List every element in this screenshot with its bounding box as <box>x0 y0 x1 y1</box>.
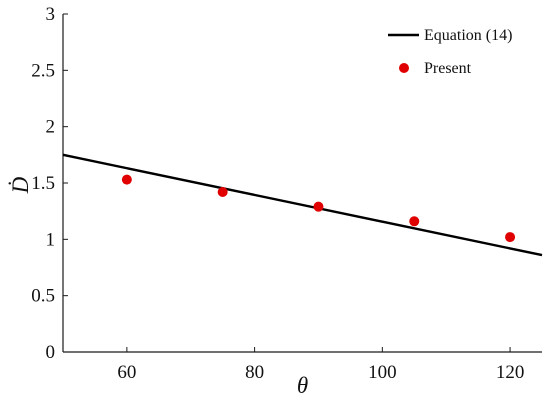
legend-swatch-marker <box>399 63 409 73</box>
series-point-present <box>217 187 228 198</box>
x-axis-label: θ <box>297 373 308 398</box>
y-tick-label: 1.5 <box>31 173 55 194</box>
series-point-present <box>313 201 324 212</box>
y-axis-label: Ḋ <box>8 176 33 194</box>
x-tick-label: 100 <box>368 362 397 383</box>
series-point-present <box>409 216 420 227</box>
y-tick-label: 2 <box>46 117 56 138</box>
x-tick-label: 80 <box>245 362 264 383</box>
x-tick-label: 120 <box>496 362 525 383</box>
y-tick-label: 1 <box>46 229 56 250</box>
y-tick-label: 0 <box>46 342 56 363</box>
y-tick-label: 2.5 <box>31 60 55 81</box>
y-tick-label: 0.5 <box>31 286 55 307</box>
series-point-present <box>121 174 132 185</box>
tick-labels: 60 80 100 120 0 0.5 1 1.5 2 2.5 3 <box>31 4 524 383</box>
y-tick-label: 3 <box>46 4 56 25</box>
series-point-present <box>505 232 516 243</box>
plot-area <box>62 153 543 257</box>
legend: Equation (14) Present <box>388 27 512 77</box>
y-axis-label-group: Ḋ <box>8 176 33 194</box>
ticks <box>63 13 511 353</box>
x-tick-label: 60 <box>117 362 136 383</box>
legend-label-equation: Equation (14) <box>424 27 512 44</box>
series-line-equation <box>62 153 543 257</box>
legend-label-present: Present <box>424 60 472 77</box>
